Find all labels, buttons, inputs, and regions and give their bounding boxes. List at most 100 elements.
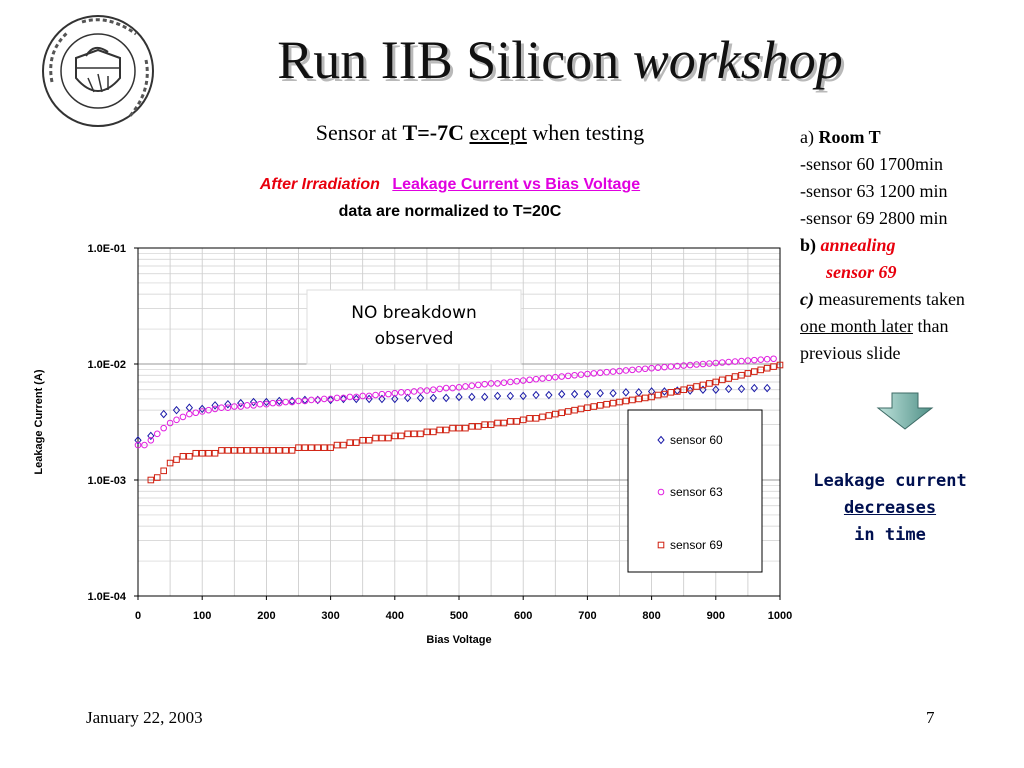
- sensor-69-point: [571, 406, 578, 414]
- sensor-63-point: [763, 355, 771, 363]
- sensor-63-point: [295, 397, 302, 405]
- sensor-69-point: [295, 444, 302, 451]
- conclusion-text: Leakage current decreases in time: [790, 468, 990, 549]
- subtitle-except: except: [469, 120, 527, 145]
- sensor-69-point: [751, 368, 758, 375]
- sensor-60-point: [326, 395, 335, 405]
- sensor-69-point: [218, 447, 225, 454]
- sensor-69-point: [288, 447, 296, 454]
- sensor-63-point: [725, 358, 732, 366]
- sensor-69-point: [507, 418, 514, 425]
- sensor-63-point: [552, 373, 559, 381]
- sensor-69-point: [231, 447, 238, 454]
- sensor-63-point: [385, 390, 392, 398]
- chart-header-line2: data are normalized to T=20C: [338, 203, 562, 220]
- sensor-69-point: [192, 449, 200, 457]
- sensor-69-point: [680, 386, 688, 394]
- sensor-69-point: [763, 364, 771, 372]
- legend-label-sensor-63: sensor 63: [670, 485, 723, 499]
- data-points: [134, 355, 784, 484]
- sensor-60-point: [532, 390, 540, 400]
- sensor-69-point: [468, 423, 476, 430]
- sensor-63-point: [333, 394, 341, 402]
- sensor-63-point: [160, 424, 167, 432]
- sensor-60-point: [596, 388, 604, 398]
- note-c-text: measurements taken: [818, 289, 965, 309]
- note-b: b) annealing: [800, 232, 1024, 259]
- note-a-item-1: -sensor 60 1700min: [800, 154, 943, 174]
- sensor-69-point: [616, 398, 623, 406]
- sensor-63-point: [513, 377, 521, 385]
- sensor-63-point: [648, 364, 655, 372]
- sensor-69-point: [686, 384, 694, 392]
- sensor-69-point: [526, 415, 533, 422]
- sensor-63-point: [718, 359, 726, 366]
- sensor-60-point: [558, 389, 566, 399]
- sensor-60-point: [583, 389, 592, 399]
- footer-page-number: 7: [926, 708, 935, 727]
- sensor-63-point: [500, 379, 508, 386]
- sensor-69-point: [667, 389, 675, 396]
- legend-entries: sensor 60 sensor 63 sensor 69: [657, 433, 723, 552]
- sensor-63-point: [365, 392, 373, 400]
- sensor-63-point: [250, 402, 257, 409]
- sensor-63-point: [641, 365, 649, 373]
- conclusion-line2: decreases: [843, 498, 937, 518]
- x-tick-label: 100: [193, 610, 211, 622]
- sensor-63-point: [532, 375, 540, 383]
- sensor-63-point: [256, 400, 264, 408]
- sensor-63-point: [340, 394, 347, 402]
- sensor-63-point: [731, 358, 739, 365]
- sensor-63-point: [590, 370, 598, 377]
- sensor-63-point: [487, 380, 495, 387]
- sensor-69-point: [661, 390, 668, 398]
- sensor-63-point: [314, 396, 322, 404]
- sensor-69-point: [166, 459, 174, 467]
- sensor-60-point: [519, 391, 527, 401]
- sensor-63-point: [186, 410, 193, 418]
- sensor-69-point: [397, 432, 405, 440]
- sensor-63-point: [430, 386, 437, 394]
- sensor-60-point: [712, 385, 720, 395]
- note-a-item-2: -sensor 63 1200 min: [800, 181, 948, 201]
- sensor-63-point: [539, 375, 546, 382]
- sensor-69-point: [205, 449, 212, 457]
- x-tick-label: 200: [257, 610, 275, 622]
- sensor-69-point: [654, 391, 662, 399]
- sensor-63-point: [693, 361, 700, 368]
- sensor-63-point: [706, 360, 713, 367]
- sensor-63-point: [378, 390, 386, 398]
- sensor-69-point: [327, 444, 334, 451]
- note-a-label: a): [800, 127, 814, 147]
- sensor-69-point: [693, 383, 700, 390]
- sensor-69-point: [263, 447, 270, 454]
- sensor-60-point: [686, 386, 694, 395]
- sensor-69-point: [706, 380, 713, 387]
- chart-header-irradiation: After Irradiation: [259, 176, 380, 193]
- sensor-63-point: [751, 356, 758, 364]
- sensor-63-point: [699, 360, 707, 368]
- sensor-63-point: [153, 430, 161, 438]
- sensor-63-point: [680, 362, 688, 369]
- sensor-69-point: [539, 413, 546, 421]
- sensor-69-point: [474, 423, 482, 430]
- sensor-69-point: [552, 410, 559, 418]
- sensor-60-point: [224, 399, 232, 409]
- sensor-69-point: [648, 393, 655, 401]
- sensor-69-point: [699, 381, 707, 389]
- chart-header-line1: After Irradiation Leakage Current vs Bia…: [150, 176, 750, 194]
- sensor-63-point: [301, 397, 309, 405]
- sensor-63-point: [442, 384, 450, 392]
- sensor-63-point: [654, 364, 662, 371]
- sensor-69-point: [410, 430, 418, 438]
- sensor-60-point: [545, 390, 553, 400]
- legend-label-sensor-69: sensor 69: [670, 538, 723, 552]
- sensor-69-point: [430, 428, 437, 436]
- sensor-69-point: [590, 403, 598, 410]
- sensor-60-point: [622, 388, 630, 397]
- sensor-63-point: [519, 377, 527, 384]
- sensor-63-point: [397, 389, 405, 396]
- sensor-63-point: [635, 366, 643, 373]
- sensor-69-point: [603, 400, 610, 408]
- subtitle-post: when testing: [532, 120, 645, 145]
